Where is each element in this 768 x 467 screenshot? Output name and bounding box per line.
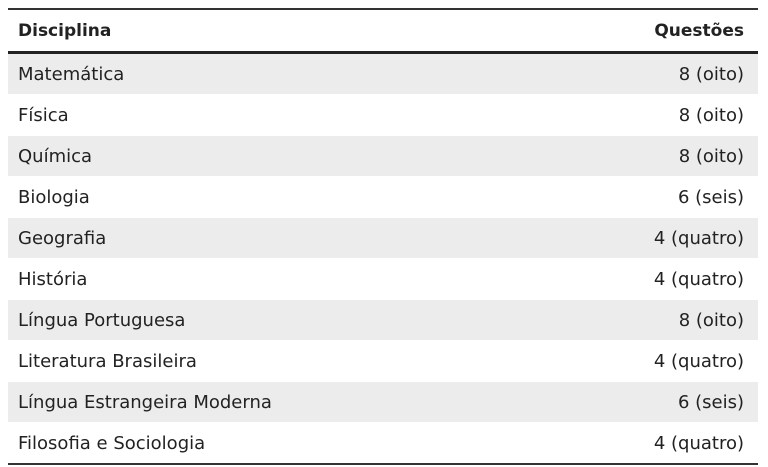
table-container: Disciplina Questões Matemática 8 (oito) Fí… <box>8 8 758 465</box>
table-row: Biologia 6 (seis) <box>8 176 758 218</box>
column-header: Questões <box>654 20 744 41</box>
subject-cell: Literatura Brasileira <box>8 340 538 382</box>
questions-cell: 4 (quatro) <box>537 217 758 259</box>
questions-cell: 4 (quatro) <box>537 258 758 300</box>
questions-cell: 6 (seis) <box>537 176 758 218</box>
table-row: Química 8 (oito) <box>8 135 758 177</box>
questions-cell: 6 (seis) <box>537 381 758 423</box>
table-row: Literatura Brasileira 4 (quatro) <box>8 340 758 382</box>
table-row: Física 8 (oito) <box>8 94 758 136</box>
table-body: Matemática 8 (oito) Física 8 (oito) Química 8… <box>8 52 758 465</box>
subject-cell: Geografia <box>8 217 538 259</box>
table-row: Matemática 8 (oito) <box>8 52 758 95</box>
questions-cell: 8 (oito) <box>537 52 758 95</box>
subject-cell: Língua Estrangeira Moderna <box>8 381 538 423</box>
subject-cell: Matemática <box>8 52 538 95</box>
subject-cell: Química <box>8 135 538 177</box>
table-header: Disciplina Questões <box>8 9 758 53</box>
table-row: Língua Portuguesa 8 (oito) <box>8 299 758 341</box>
table-row: Língua Estrangeira Moderna 6 (seis) <box>8 381 758 423</box>
questions-cell: 4 (quatro) <box>537 422 758 465</box>
table-row: Filosofia e Sociologia 4 (quatro) <box>8 422 758 465</box>
subject-cell: Filosofia e Sociologia <box>8 422 538 465</box>
header-row: Disciplina Questões <box>8 9 758 53</box>
table: Disciplina Questões Matemática 8 (oito) Fí… <box>8 8 758 465</box>
table-row: Geografia 4 (quatro) <box>8 217 758 259</box>
subject-cell: História <box>8 258 538 300</box>
subject-cell: Língua Portuguesa <box>8 299 538 341</box>
column-header: Disciplina <box>18 20 112 41</box>
questions-cell: 8 (oito) <box>537 94 758 136</box>
table-row: História 4 (quatro) <box>8 258 758 300</box>
questions-cell: 4 (quatro) <box>537 340 758 382</box>
subject-cell: Física <box>8 94 538 136</box>
questions-cell: 8 (oito) <box>537 299 758 341</box>
subject-cell: Biologia <box>8 176 538 218</box>
questions-cell: 8 (oito) <box>537 135 758 177</box>
